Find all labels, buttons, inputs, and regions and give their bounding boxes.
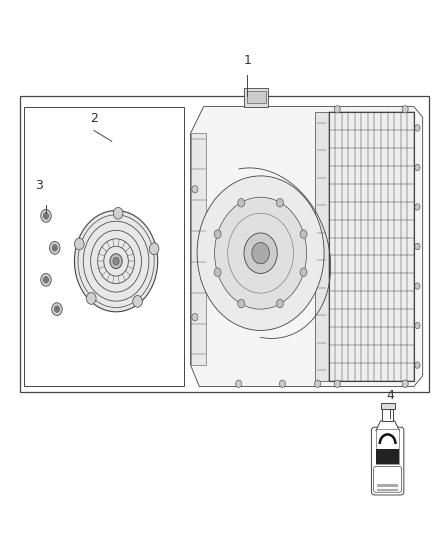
Circle shape xyxy=(334,380,340,387)
Bar xyxy=(382,409,393,421)
Circle shape xyxy=(279,380,286,387)
Circle shape xyxy=(415,204,420,210)
Bar xyxy=(24,107,184,386)
Circle shape xyxy=(415,362,420,368)
Circle shape xyxy=(402,380,408,387)
Circle shape xyxy=(300,268,307,277)
Bar xyxy=(244,88,268,107)
Circle shape xyxy=(52,245,57,251)
Circle shape xyxy=(215,197,307,309)
FancyBboxPatch shape xyxy=(371,427,404,495)
Bar xyxy=(247,91,265,103)
Circle shape xyxy=(74,211,158,312)
Circle shape xyxy=(43,277,49,283)
Circle shape xyxy=(252,243,269,264)
Circle shape xyxy=(113,257,119,265)
Text: 3: 3 xyxy=(35,179,42,192)
Circle shape xyxy=(244,233,277,273)
Text: 1: 1 xyxy=(244,54,251,67)
Bar xyxy=(376,429,399,464)
Circle shape xyxy=(334,106,340,113)
Text: 2: 2 xyxy=(90,112,98,125)
Bar xyxy=(377,484,398,487)
Bar xyxy=(377,489,398,491)
Circle shape xyxy=(214,268,221,277)
Circle shape xyxy=(86,293,96,304)
Circle shape xyxy=(276,300,283,308)
Polygon shape xyxy=(376,421,399,431)
Circle shape xyxy=(113,207,123,219)
Bar xyxy=(328,112,414,381)
Circle shape xyxy=(402,106,408,113)
Circle shape xyxy=(133,295,142,307)
Circle shape xyxy=(197,176,324,330)
Circle shape xyxy=(49,241,60,254)
Circle shape xyxy=(149,243,159,255)
Circle shape xyxy=(52,303,62,316)
Bar xyxy=(377,494,398,496)
Circle shape xyxy=(74,238,84,250)
Circle shape xyxy=(54,306,60,312)
Circle shape xyxy=(236,380,242,387)
Circle shape xyxy=(238,198,245,207)
Bar xyxy=(381,403,395,409)
Bar xyxy=(314,112,328,381)
Circle shape xyxy=(110,254,122,269)
Circle shape xyxy=(41,209,51,222)
Circle shape xyxy=(192,185,198,193)
Bar xyxy=(328,112,414,381)
Circle shape xyxy=(415,164,420,171)
Circle shape xyxy=(415,283,420,289)
Circle shape xyxy=(415,322,420,329)
Circle shape xyxy=(41,273,51,286)
Circle shape xyxy=(238,300,245,308)
Circle shape xyxy=(43,213,49,219)
Circle shape xyxy=(214,230,221,238)
Bar xyxy=(20,96,429,392)
Bar xyxy=(376,449,399,464)
Polygon shape xyxy=(191,107,423,386)
Text: 4: 4 xyxy=(386,390,394,402)
Circle shape xyxy=(415,243,420,249)
Circle shape xyxy=(415,125,420,131)
Circle shape xyxy=(300,230,307,238)
Bar xyxy=(191,133,206,365)
Circle shape xyxy=(192,313,198,321)
Circle shape xyxy=(276,198,283,207)
Circle shape xyxy=(314,380,321,387)
